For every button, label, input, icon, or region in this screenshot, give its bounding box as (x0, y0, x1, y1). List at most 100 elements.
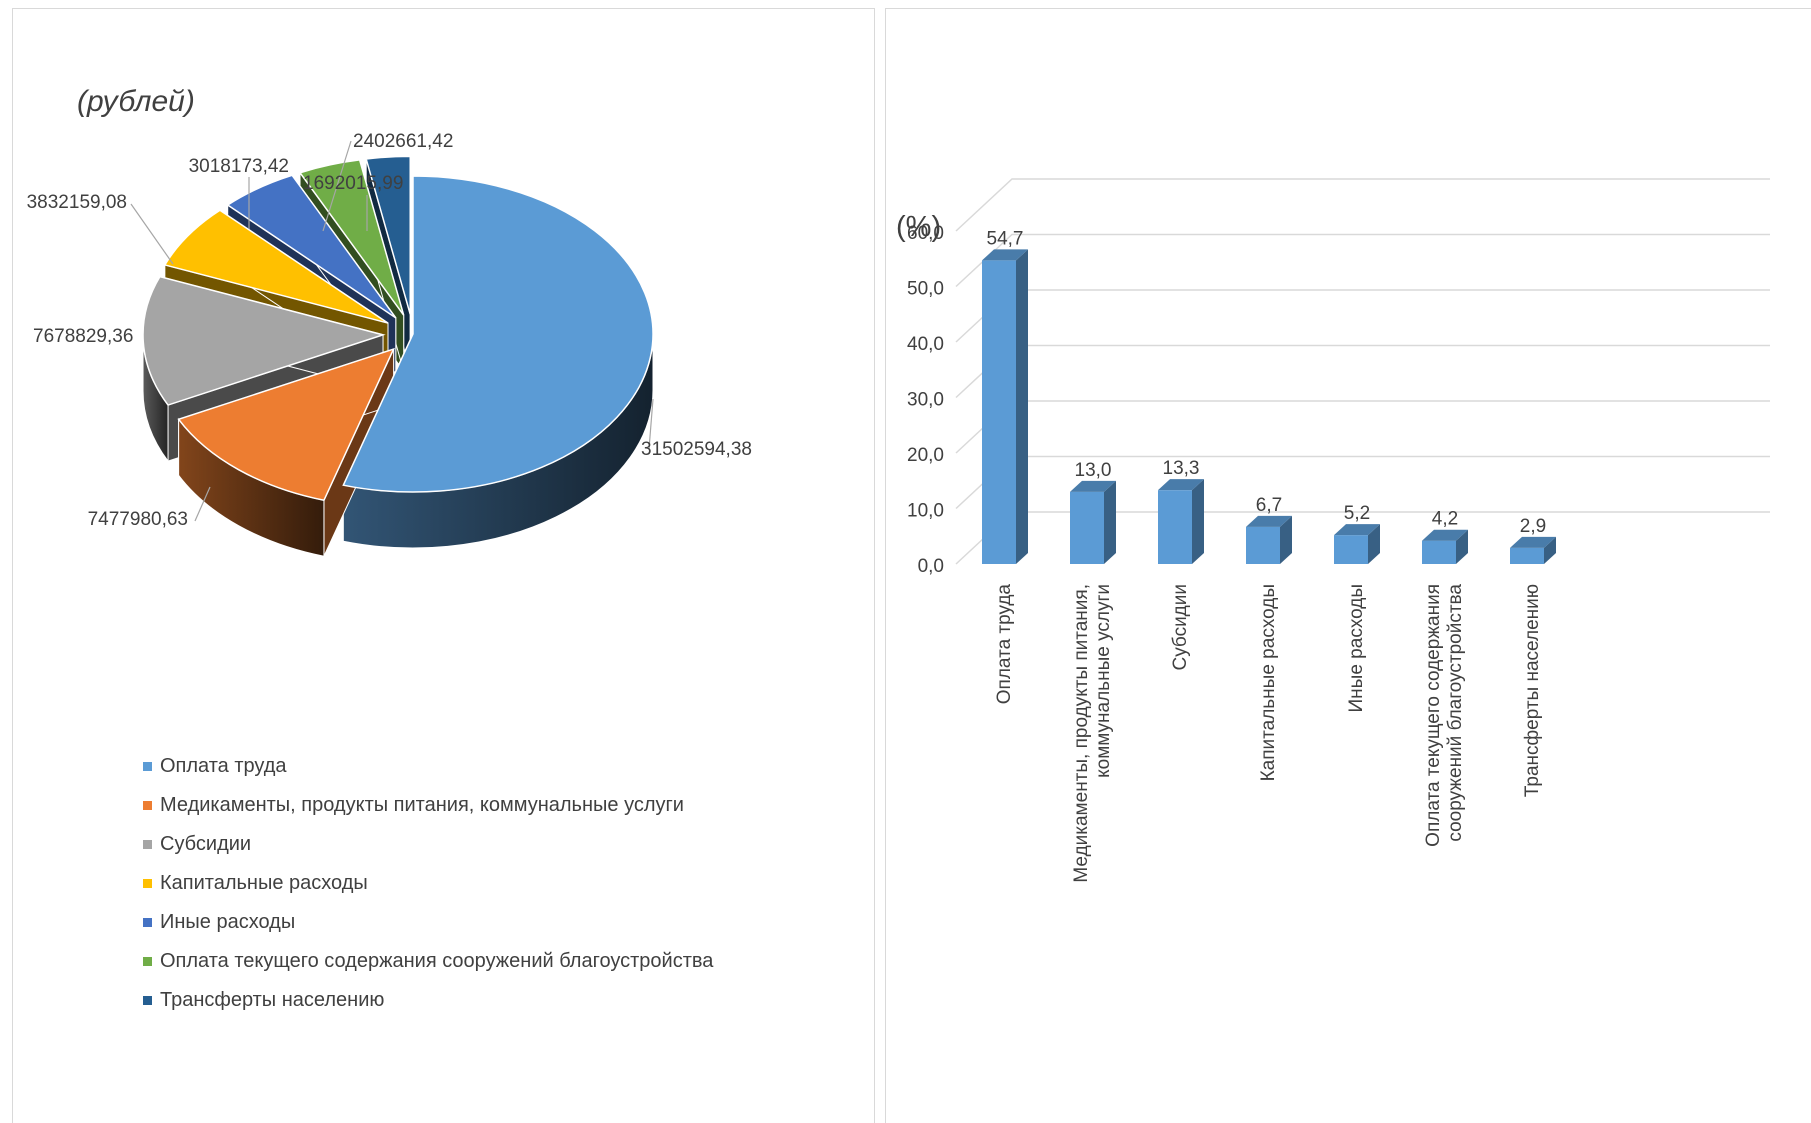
bar-data-label-3: 6,7 (1256, 495, 1282, 516)
pie-unit-label: (рублей) (77, 85, 195, 118)
y-tick-label-4: 40,0 (907, 334, 944, 355)
bar-data-label-2: 13,3 (1163, 458, 1200, 479)
x-category-label-line: Трансферты населению (1522, 584, 1543, 797)
bar-side-6 (1544, 536, 1556, 564)
legend-label: Капитальные расходы (160, 872, 368, 894)
bar-data-label-0: 54,7 (987, 228, 1024, 249)
pie-data-labels: 31502594,38 7477980,63 7678829,36 3832159,0… (27, 131, 752, 530)
bar-top-4 (1334, 524, 1380, 536)
pie-data-label-2: 7678829,36 (33, 326, 133, 347)
legend-item: Капитальные расходы (143, 864, 713, 903)
legend-label: Иные расходы (160, 911, 296, 933)
bar-front-1 (1070, 491, 1104, 564)
y-tick-label-1: 10,0 (907, 501, 944, 522)
bar-data-label-5: 4,2 (1432, 509, 1458, 530)
y-tick-label-0: 0,0 (918, 556, 944, 577)
x-category-label-line: сооружений благоустройства (1445, 584, 1466, 842)
gridline-2 (955, 400, 1770, 454)
gridline-3 (955, 344, 1770, 399)
x-category-label-line: Иные расходы (1346, 584, 1367, 712)
pie-data-label-1: 7477980,63 (88, 509, 188, 530)
x-category-label-4: Иные расходы (1346, 584, 1367, 712)
pie-leader-line-1 (194, 486, 211, 522)
legend-swatch (143, 840, 152, 849)
x-category-label-5: Оплата текущего содержаниясооружений бла… (1423, 584, 1466, 847)
bar-top-3 (1246, 515, 1292, 527)
gridline-5 (955, 233, 1770, 288)
pie-slice-3 (163, 209, 389, 324)
bar-data-label-4: 5,2 (1344, 503, 1370, 524)
bar-top-0 (982, 249, 1028, 261)
legend-item: Оплата труда (143, 747, 713, 786)
pie-leader-line-0 (648, 398, 654, 450)
bars (982, 249, 1556, 565)
pie-legend: Оплата труда Медикаменты, продукты питани… (143, 747, 713, 1020)
pie-data-label-4: 3018173,42 (189, 156, 289, 177)
pie-slice-5 (298, 159, 405, 316)
pie-slice-1 (177, 347, 396, 502)
legend-label: Трансферты населению (160, 989, 385, 1011)
legend-label: Субсидии (160, 833, 252, 855)
bar-side-1 (1104, 480, 1116, 564)
pie-chart-panel: (рублей) 31502594,38 7477980,63 7678829,36… (12, 8, 875, 1123)
legend-label: Оплата текущего содержания сооружений бл… (160, 950, 714, 972)
y-tick-label-2: 20,0 (907, 445, 944, 466)
pie-slice-0 (342, 175, 654, 493)
bar-0 (982, 249, 1028, 565)
bar-top-6 (1510, 536, 1556, 548)
bar-side-0 (1016, 249, 1028, 565)
bar-front-0 (982, 260, 1016, 564)
bar-top-5 (1422, 529, 1468, 541)
bar-chart-panel: (%) 0,0 10,0 20,0 30,0 40,0 50,0 60,0 54,7 Оплат… (885, 8, 1811, 1123)
gridline-4 (955, 289, 1770, 343)
pie-leader-line-5 (322, 140, 352, 232)
bar-data-label-1: 13,0 (1075, 460, 1112, 481)
x-category-label-2: Субсидии (1170, 584, 1191, 671)
bar-unit-label: (%) (896, 211, 942, 243)
legend-item: Медикаменты, продукты питания, коммуналь… (143, 786, 713, 825)
bar-side-4 (1368, 524, 1380, 564)
pie-chart: 31502594,38 7477980,63 7678829,36 3832159,0… (27, 131, 752, 557)
legend-label: Оплата труда (160, 755, 287, 777)
bar-2 (1158, 479, 1204, 564)
bar-front-2 (1158, 490, 1192, 564)
x-category-label-line: Медикаменты, продукты питания, (1071, 584, 1092, 883)
bar-front-5 (1422, 540, 1456, 564)
pie-slice-2 (142, 275, 386, 406)
legend-swatch (143, 957, 152, 966)
pie-data-label-3: 3832159,08 (27, 192, 127, 213)
legend-item: Оплата текущего содержания сооружений бл… (143, 942, 713, 981)
bar-top-1 (1070, 480, 1116, 492)
bar-front-3 (1246, 526, 1280, 564)
x-category-label-3: Капитальные расходы (1258, 584, 1279, 781)
x-category-label-line: Капитальные расходы (1258, 584, 1279, 781)
bar-chart: 0,0 10,0 20,0 30,0 40,0 50,0 60,0 54,7 Оплата тр… (907, 178, 1770, 883)
bar-side-3 (1280, 515, 1292, 564)
bar-5 (1422, 529, 1468, 564)
bar-front-6 (1510, 547, 1544, 564)
pie-slice-4 (226, 174, 397, 319)
bar-top-2 (1158, 479, 1204, 491)
x-category-label-0: Оплата труда (994, 584, 1015, 705)
legend-item: Субсидии (143, 825, 713, 864)
pie-leader-line-3 (130, 203, 174, 265)
y-tick-label-5: 50,0 (907, 279, 944, 300)
pie-data-label-0: 31502594,38 (641, 439, 752, 460)
legend-swatch (143, 996, 152, 1005)
x-category-label-line: коммунальные услуги (1093, 584, 1114, 778)
gridline-6 (955, 178, 1770, 232)
y-tick-label-3: 30,0 (907, 390, 944, 411)
pie-data-label-6: 1692015,99 (303, 173, 403, 194)
bar-front-4 (1334, 535, 1368, 564)
legend-swatch (143, 918, 152, 927)
x-category-label-6: Трансферты населению (1522, 584, 1543, 797)
pie-data-label-5: 2402661,42 (353, 131, 453, 152)
bar-gridlines: 0,0 10,0 20,0 30,0 40,0 50,0 60,0 (907, 178, 1770, 577)
legend-item: Трансферты населению (143, 981, 713, 1020)
legend-label: Медикаменты, продукты питания, коммуналь… (160, 794, 684, 816)
x-category-label-line: Оплата текущего содержания (1423, 584, 1444, 847)
legend-item: Иные расходы (143, 903, 713, 942)
legend-swatch (143, 762, 152, 771)
bar-3 (1246, 515, 1292, 564)
y-tick-label-6: 60,0 (907, 223, 944, 244)
